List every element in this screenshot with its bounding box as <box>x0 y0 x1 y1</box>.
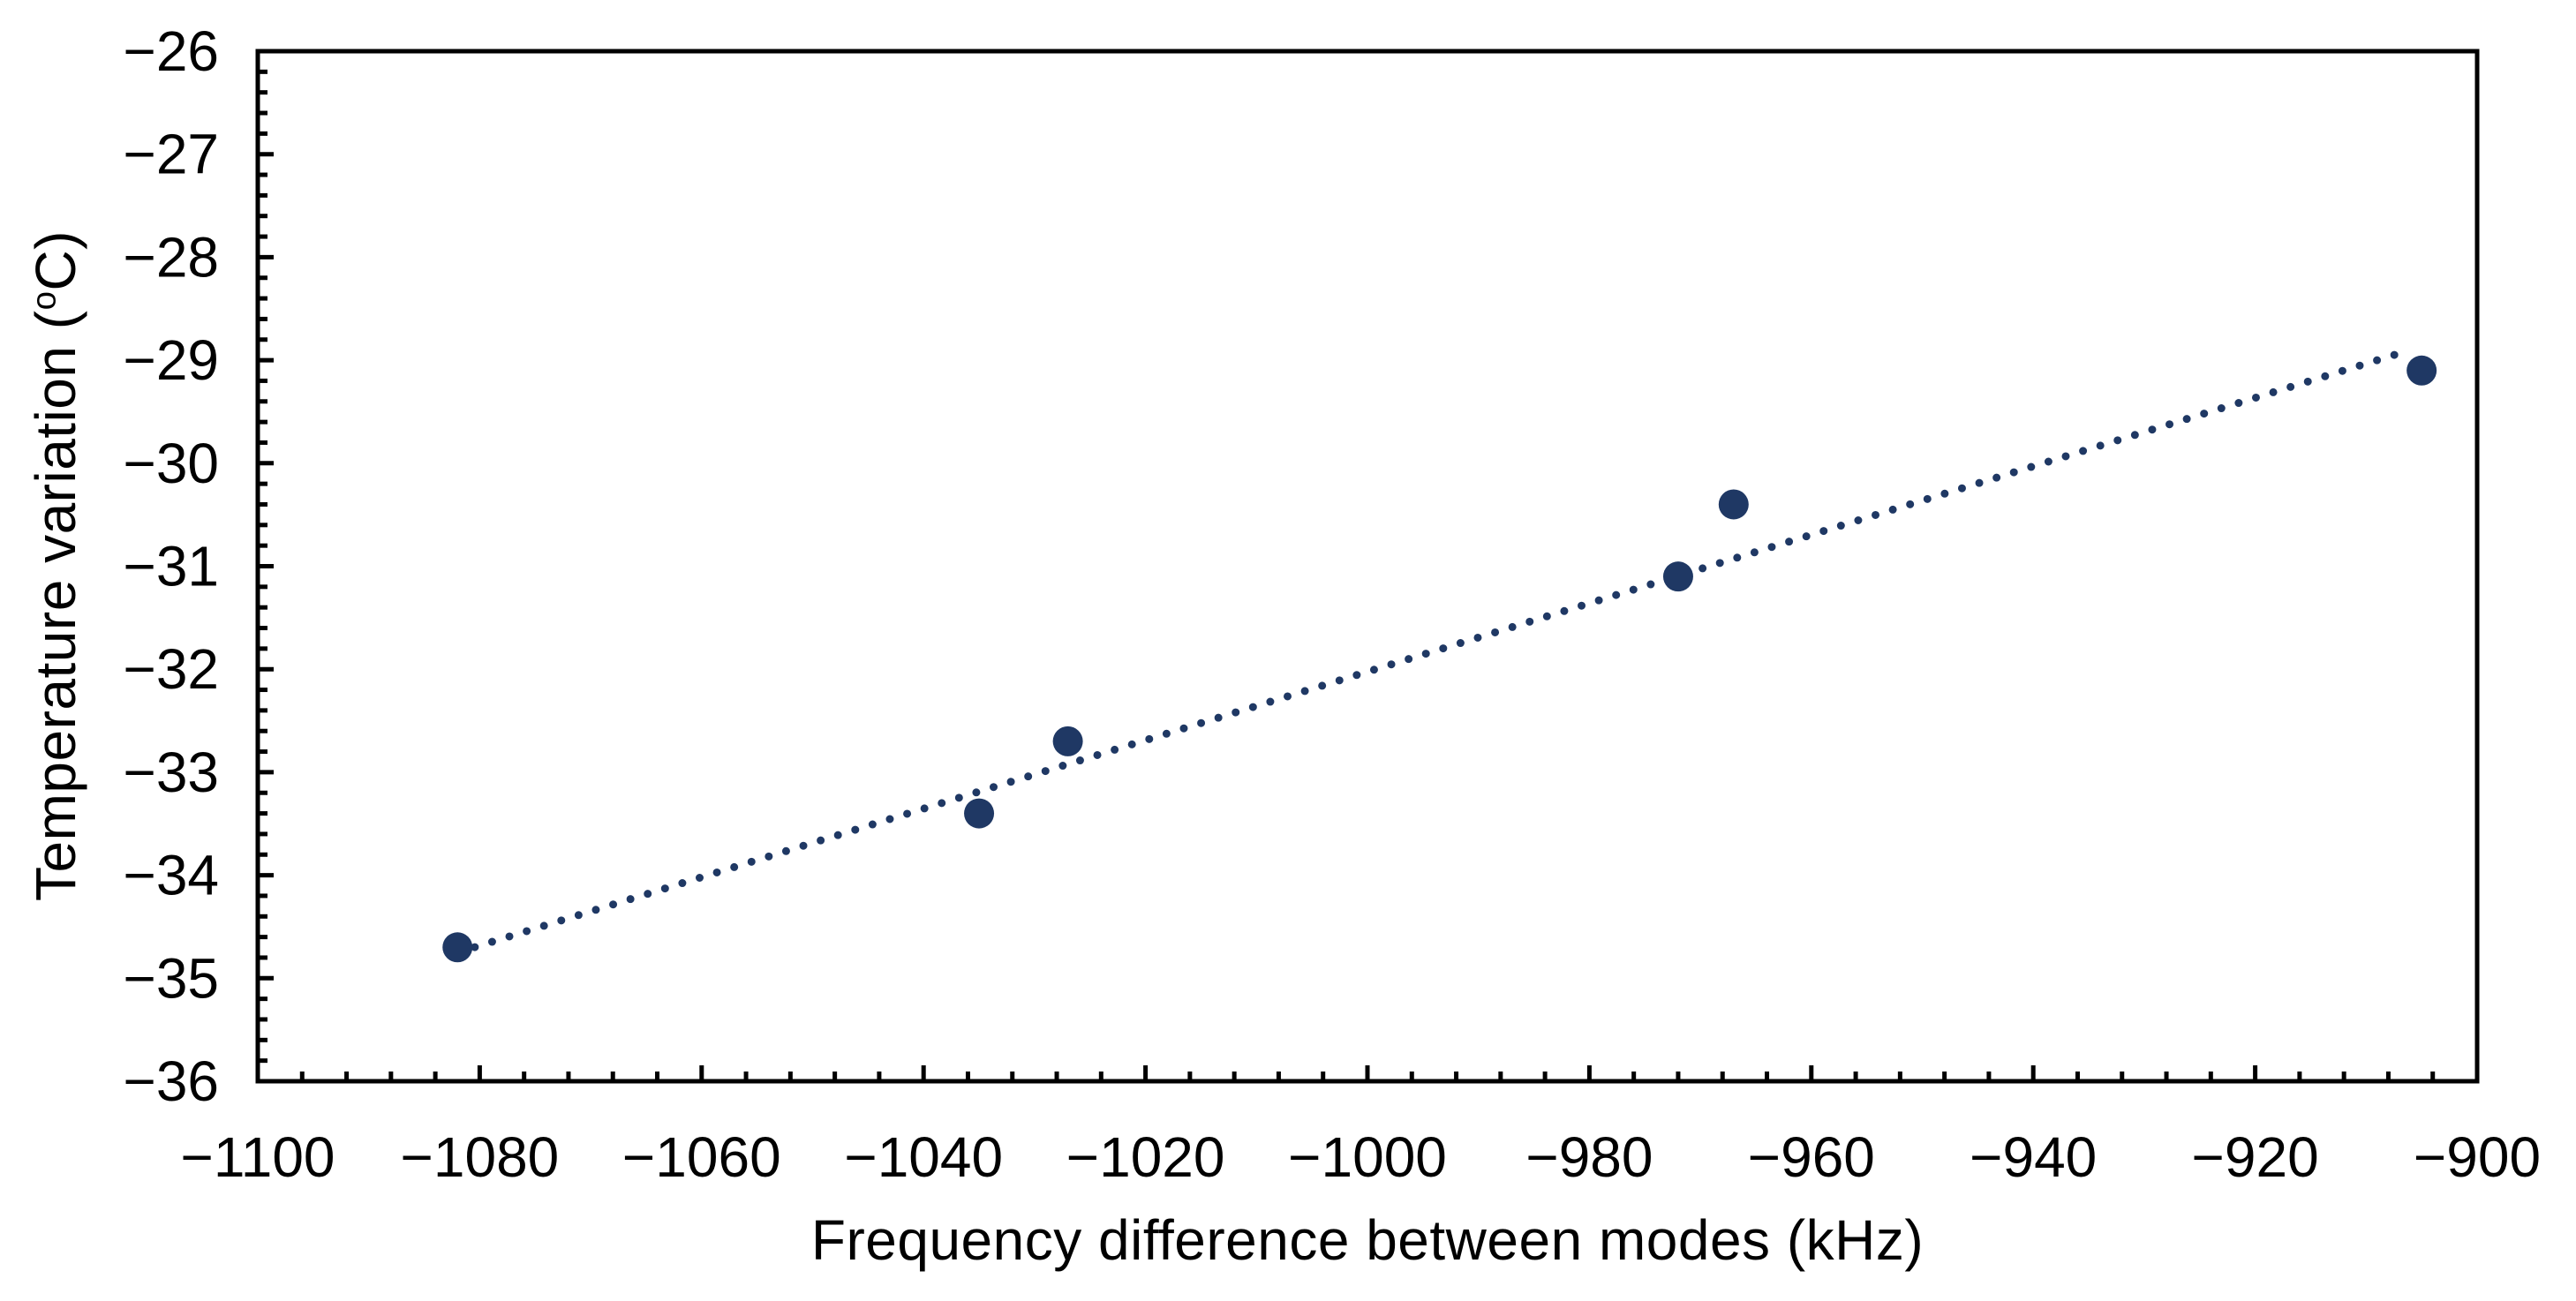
x-tick-label: −920 <box>2192 1125 2319 1189</box>
x-tick-label: −1000 <box>1288 1125 1447 1189</box>
plot-border-rect <box>255 49 2480 1084</box>
data-point <box>1052 726 1083 756</box>
x-tick-label: −1100 <box>181 1125 335 1189</box>
data-point <box>1662 561 1693 592</box>
x-axis-ticks <box>255 1065 2480 1081</box>
y-axis-tick-labels: −26 −27 −28 −29 −30 −31 −32 −33 −34 −35 −36 <box>123 19 219 1113</box>
y-tick-label: −30 <box>123 432 219 495</box>
data-points <box>442 355 2437 963</box>
x-axis-tick-labels: −1100 −1080 −1060 −1040 −1020 −1000 −980 −960 −9… <box>181 1125 2542 1189</box>
y-tick-label: −29 <box>123 328 219 392</box>
plot-border <box>255 49 2480 1084</box>
y-tick-label: −27 <box>123 123 219 186</box>
x-tick-label: −980 <box>1525 1125 1653 1189</box>
x-tick-label: −1040 <box>844 1125 1003 1189</box>
y-tick-label: −34 <box>123 844 219 907</box>
trendline <box>453 345 2415 957</box>
y-tick-label: −35 <box>123 946 219 1010</box>
x-tick-label: −940 <box>1970 1125 2097 1189</box>
x-tick-label: −960 <box>1748 1125 1875 1189</box>
trendline-dotted <box>453 345 2415 957</box>
y-tick-label: −33 <box>123 741 219 804</box>
y-tick-label: −28 <box>123 225 219 289</box>
data-point <box>1718 489 1749 520</box>
y-axis-ticks <box>258 49 274 1084</box>
x-axis-title: Frequency difference between modes (kHz) <box>810 1208 1924 1272</box>
data-point <box>442 932 473 963</box>
x-tick-label: −1060 <box>622 1125 781 1189</box>
x-tick-label: −900 <box>2414 1125 2541 1189</box>
y-tick-label: −36 <box>123 1049 219 1113</box>
x-tick-label: −1080 <box>401 1125 560 1189</box>
y-tick-label: −31 <box>123 535 219 598</box>
y-tick-label: −32 <box>123 637 219 701</box>
data-point <box>2407 355 2437 386</box>
x-tick-label: −1020 <box>1066 1125 1225 1189</box>
data-point <box>964 798 995 829</box>
y-tick-label: −26 <box>123 19 219 83</box>
